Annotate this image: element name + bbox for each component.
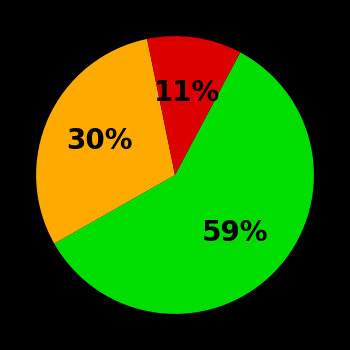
Wedge shape (147, 36, 240, 175)
Text: 30%: 30% (66, 127, 132, 155)
Wedge shape (54, 52, 314, 314)
Text: 11%: 11% (154, 78, 220, 106)
Wedge shape (36, 39, 175, 244)
Text: 59%: 59% (202, 219, 268, 247)
